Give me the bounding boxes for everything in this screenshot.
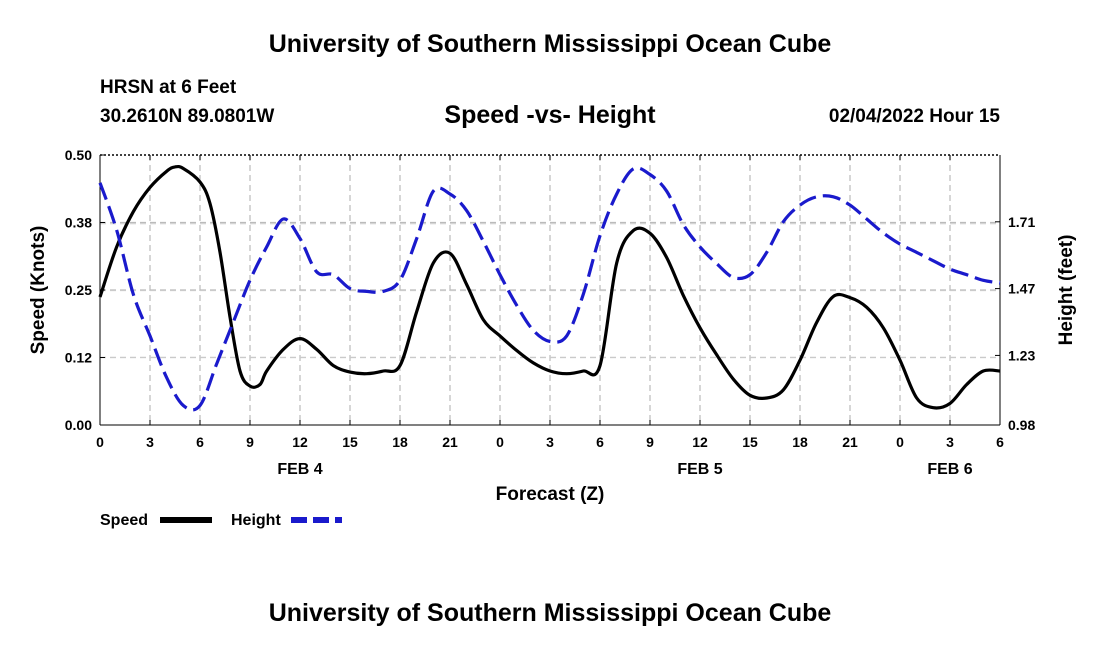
- x-tick-label: 6: [996, 434, 1004, 450]
- y-axis-label: Speed (Knots): [28, 226, 49, 355]
- legend-height-label: Height: [231, 512, 281, 529]
- x-tick-label: 21: [442, 434, 458, 450]
- date-label: 02/04/2022 Hour 15: [828, 106, 1000, 127]
- coordinates-label: 30.2610N 89.0801W: [100, 106, 275, 127]
- x-tick-label: 0: [96, 434, 104, 450]
- station-label: HRSN at 6 Feet: [100, 77, 237, 98]
- x-tick-label: 6: [196, 434, 204, 450]
- x-tick-label: 9: [646, 434, 654, 450]
- x-day-label: FEB 4: [277, 461, 322, 478]
- x-tick-label: 3: [946, 434, 954, 450]
- x-tick-label: 18: [792, 434, 808, 450]
- legend: Speed Height: [100, 512, 342, 529]
- x-tick-label: 0: [896, 434, 904, 450]
- x-axis-label: Forecast (Z): [496, 484, 605, 505]
- x-tick-label: 9: [246, 434, 254, 450]
- x-tick-label: 18: [392, 434, 408, 450]
- x-tick-label: 12: [692, 434, 708, 450]
- legend-speed-label: Speed: [100, 512, 148, 529]
- x-tick-label: 12: [292, 434, 308, 450]
- y2-tick-label: 1.71: [1008, 214, 1035, 230]
- series-line-speed: [98, 164, 1001, 410]
- x-day-label: FEB 5: [677, 461, 722, 478]
- y2-tick-label: 1.23: [1008, 347, 1035, 363]
- y-tick-label: 0.00: [65, 417, 92, 433]
- series-line-height: [98, 166, 1001, 412]
- y2-tick-label: 1.47: [1008, 281, 1035, 297]
- x-tick-label: 15: [342, 434, 358, 450]
- y2-tick-label: 0.98: [1008, 417, 1035, 433]
- x-tick-label: 21: [842, 434, 858, 450]
- y2-axis-label: Height (feet): [1056, 235, 1077, 346]
- footer-title: University of Southern Mississippi Ocean…: [268, 599, 832, 627]
- y-tick-label: 0.50: [65, 147, 92, 163]
- x-tick-label: 3: [546, 434, 554, 450]
- x-tick-label: 15: [742, 434, 758, 450]
- chart-subtitle: Speed -vs- Height: [444, 101, 656, 129]
- chart-title: University of Southern Mississippi Ocean…: [268, 30, 832, 58]
- x-tick-label: 3: [146, 434, 154, 450]
- x-tick-label: 6: [596, 434, 604, 450]
- y-tick-label: 0.38: [65, 215, 92, 231]
- x-tick-label: 0: [496, 434, 504, 450]
- y-tick-label: 0.12: [65, 350, 92, 366]
- x-day-label: FEB 6: [927, 461, 972, 478]
- y-tick-label: 0.25: [65, 282, 92, 298]
